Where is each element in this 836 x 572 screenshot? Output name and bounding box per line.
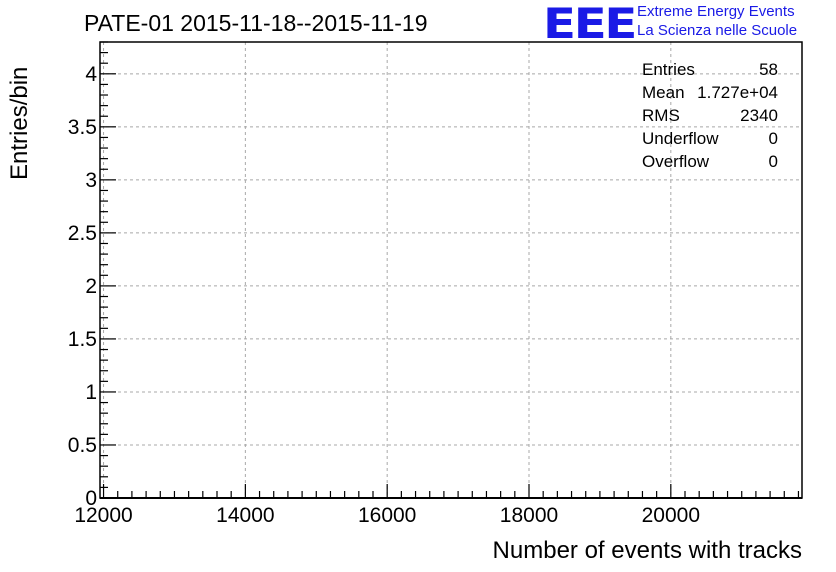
y-tick-label: 3.5 [68, 116, 97, 139]
x-axis-label: Number of events with tracks [492, 537, 802, 564]
tick-labels: 12000 14000 16000 18000 20000 0 0.5 1 1.5 2 2.5 3 3.… [68, 63, 700, 527]
y-tick-label: 3 [85, 169, 97, 192]
stat-entries-label: Entries [642, 60, 695, 79]
y-tick-label: 0 [85, 487, 97, 510]
chart-title: PATE-01 2015-11-18--2015-11-19 [84, 10, 428, 36]
x-tick-label: 20000 [642, 504, 700, 527]
stat-overflow-value: 0 [768, 152, 778, 171]
grid-lines [100, 42, 802, 498]
logo-line-2: La Scienza nelle Scuole [637, 22, 798, 39]
x-tick-label: 16000 [358, 504, 416, 527]
x-tick-label: 14000 [216, 504, 274, 527]
stat-entries: Entries 58 [642, 60, 778, 83]
plot-frame [99, 41, 803, 499]
stat-underflow-label: Underflow [642, 129, 719, 148]
x-tick-label: 18000 [500, 504, 558, 527]
stat-overflow: Overflow 0 [642, 152, 778, 175]
logo-line-1: Extreme Energy Events [637, 3, 795, 20]
stat-mean-value: 1.727e+04 [697, 83, 778, 102]
stat-mean-label: Mean [642, 83, 685, 102]
stat-mean: Mean 1.727e+04 [642, 83, 778, 106]
stat-underflow-value: 0 [768, 129, 778, 148]
eee-logo: EEE [543, 0, 637, 48]
x-tick-label: 12000 [74, 504, 132, 527]
y-tick-label: 4 [85, 63, 97, 86]
stat-entries-value: 58 [759, 60, 778, 79]
y-tick-label: 1.5 [68, 328, 97, 351]
stat-rms-label: RMS [642, 106, 680, 125]
stat-rms: RMS 2340 [642, 106, 778, 129]
y-axis-label: Entries/bin [6, 66, 33, 180]
stat-rms-value: 2340 [740, 106, 778, 125]
stat-underflow: Underflow 0 [642, 129, 778, 152]
stat-overflow-label: Overflow [642, 152, 710, 171]
y-tick-label: 2.5 [68, 222, 97, 245]
stats-box: Entries 58 Mean 1.727e+04 RMS 2340 Under… [642, 60, 778, 175]
y-tick-label: 0.5 [68, 434, 97, 457]
axes [99, 41, 803, 499]
y-tick-label: 1 [85, 381, 97, 404]
y-tick-label: 2 [85, 275, 97, 298]
